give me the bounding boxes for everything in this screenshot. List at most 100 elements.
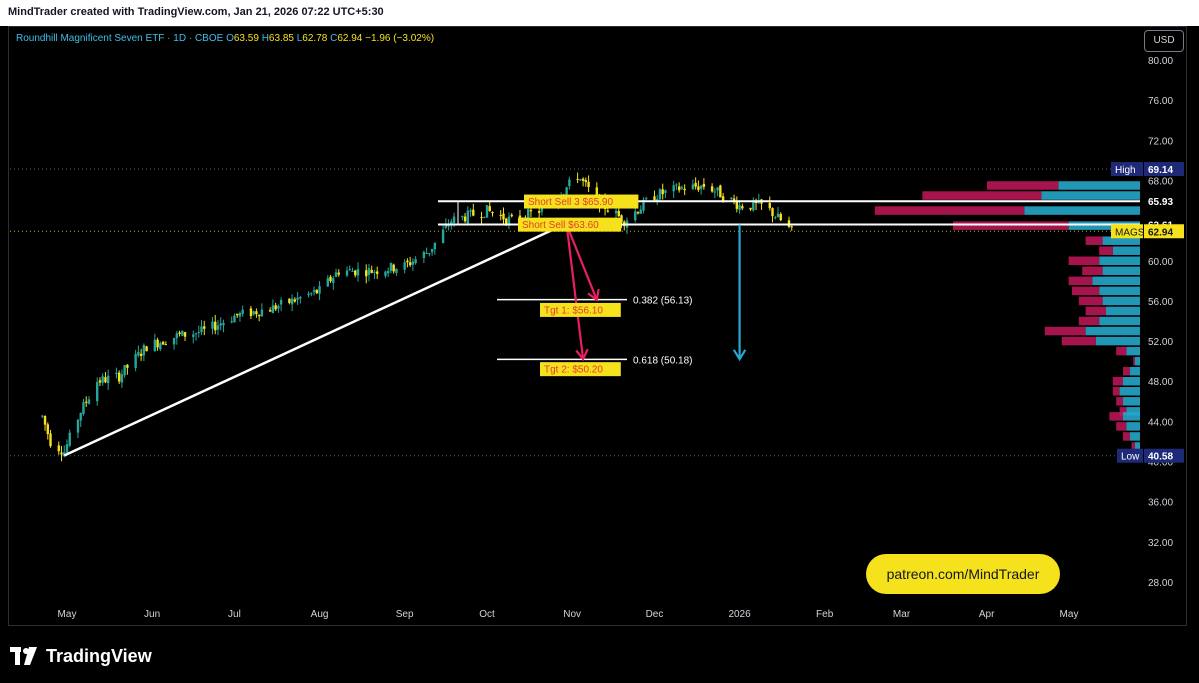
candle-body	[463, 216, 467, 222]
candle-body	[672, 185, 675, 192]
x-axis-tick-label: Dec	[646, 609, 664, 620]
candle-body	[576, 178, 579, 180]
volume-profile-down-bar	[1116, 397, 1123, 406]
volume-profile-down-bar	[1112, 376, 1123, 386]
candle-body	[697, 186, 700, 190]
candle-body	[691, 184, 695, 190]
candle-body	[444, 224, 448, 228]
candle-body	[249, 308, 253, 317]
volume-profile-down-bar	[1116, 422, 1127, 431]
candle-body	[318, 286, 321, 294]
y-axis-tick-label: 48.00	[1148, 377, 1173, 388]
candle-body	[732, 198, 736, 201]
price-tag-label-box	[1111, 224, 1143, 239]
price-tag-label: High	[1115, 165, 1136, 176]
x-axis-tick-label: 2026	[728, 609, 751, 620]
volume-profile-up-bar	[1085, 326, 1140, 336]
y-axis-tick-label: 40.00	[1148, 458, 1173, 469]
candle-body	[307, 293, 310, 296]
candle-body	[699, 185, 703, 190]
candle-body	[411, 261, 415, 265]
candle-body	[433, 242, 437, 250]
candle-body	[49, 433, 52, 447]
candle-body	[222, 322, 225, 326]
price-tag-label-box	[1117, 448, 1143, 463]
candle-body	[510, 214, 513, 217]
candle-body	[365, 270, 368, 277]
candle-body	[345, 270, 349, 276]
x-axis-tick-label: Aug	[311, 609, 329, 620]
y-axis-tick-label: 80.00	[1148, 56, 1173, 67]
candle-body	[614, 210, 618, 214]
candle-body	[120, 374, 124, 383]
volume-profile-down-bar	[1133, 356, 1135, 366]
x-axis-tick-label: Jun	[144, 609, 160, 620]
candle-body	[200, 326, 203, 333]
x-axis-tick-label: May	[58, 609, 77, 620]
candle-body	[790, 226, 793, 228]
candle-body	[241, 309, 244, 314]
candle-body	[230, 321, 233, 323]
candle-body	[183, 332, 187, 337]
pink-target-arrow-head	[587, 288, 600, 302]
price-tag-value: 62.94	[1148, 227, 1173, 238]
x-axis-tick-label: Apr	[979, 609, 995, 620]
candle-body	[430, 248, 434, 253]
candle-body	[197, 332, 200, 334]
candle-body	[452, 216, 456, 223]
candle-body	[63, 452, 66, 456]
volume-profile-up-bar	[1106, 306, 1140, 316]
volume-profile-up-bar	[1134, 356, 1140, 366]
candle-body	[274, 305, 277, 310]
volume-profile-up-bar	[1112, 246, 1140, 255]
x-axis-tick-label: Jul	[228, 609, 241, 620]
candle-body	[485, 205, 489, 218]
high-value: 63.85	[268, 33, 294, 44]
volume-profile-up-bar	[1126, 422, 1140, 431]
fib-level-label: 0.382 (56.13)	[633, 296, 693, 307]
candle-body	[713, 191, 717, 193]
candle-body	[656, 198, 659, 201]
candle-body	[694, 182, 697, 187]
candle-body	[483, 216, 486, 218]
candle-body	[293, 299, 297, 302]
candle-body	[425, 252, 428, 254]
pink-target-arrow-head	[575, 348, 589, 362]
candle-body	[505, 218, 508, 224]
volume-profile-down-bar	[1044, 326, 1086, 336]
candle-body	[79, 413, 82, 421]
volume-profile-down-bar	[1099, 246, 1113, 255]
candle-body	[403, 262, 406, 270]
candle-body	[639, 209, 642, 214]
fib-level-label: 0.618 (50.18)	[633, 355, 693, 366]
candle-body	[194, 333, 198, 335]
close-label: C	[330, 33, 338, 44]
volume-profile-up-bar	[1102, 236, 1140, 245]
candle-body	[142, 345, 146, 356]
volume-profile-down-bar	[1116, 346, 1127, 356]
candle-body	[60, 452, 63, 455]
tradingview-logo[interactable]: TradingView	[10, 645, 152, 667]
candle-body	[721, 196, 725, 201]
currency-button[interactable]: USD	[1144, 30, 1184, 52]
candle-body	[296, 297, 299, 300]
top-bar: MindTrader created with TradingView.com,…	[0, 0, 1199, 26]
candle-body	[661, 189, 664, 195]
candle-body	[106, 375, 110, 384]
symbol-name[interactable]: Roundhill Magnificent Seven ETF · 1D · C…	[16, 33, 224, 44]
candle-body	[238, 313, 242, 317]
candle-body	[587, 181, 590, 188]
candle-body	[46, 424, 49, 435]
candle-body	[164, 344, 168, 346]
symbol-legend: Roundhill Magnificent Seven ETF · 1D · C…	[16, 33, 434, 44]
candle-body	[68, 432, 71, 446]
candle-body	[441, 229, 445, 243]
candle-body	[741, 206, 744, 209]
y-axis-tick-label: 76.00	[1148, 96, 1173, 107]
candle-body	[87, 399, 91, 404]
candle-body	[422, 251, 426, 259]
candle-body	[447, 225, 450, 227]
candle-body	[469, 210, 472, 212]
candle-body	[326, 278, 329, 287]
